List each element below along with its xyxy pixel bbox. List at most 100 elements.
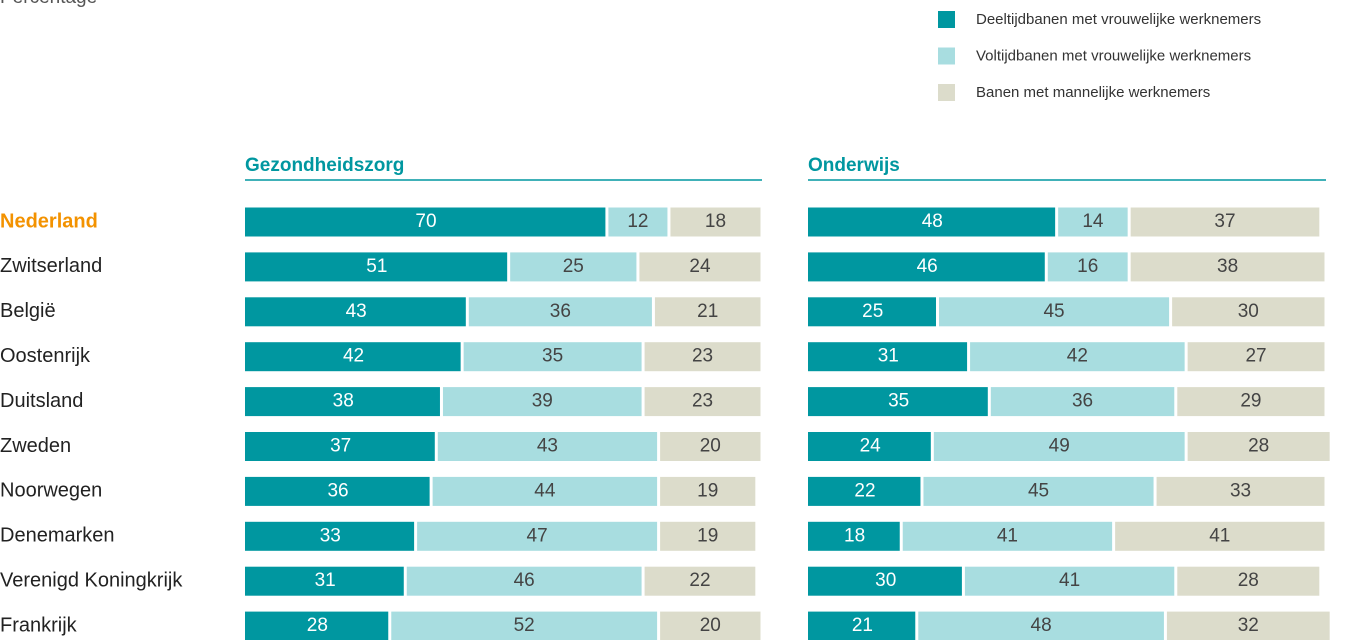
legend-swatch — [938, 84, 955, 101]
bar-segment — [1130, 252, 1325, 282]
value-label: 28 — [307, 615, 328, 636]
bar-segment — [417, 521, 658, 551]
bar-segment — [654, 297, 761, 327]
bar-segment — [1187, 432, 1330, 461]
bar-segment — [245, 252, 508, 282]
value-label: 42 — [1067, 346, 1088, 367]
value-label: 45 — [1043, 301, 1064, 322]
category-label: Noorwegen — [0, 480, 102, 502]
value-label: 43 — [537, 436, 558, 457]
value-label: 33 — [320, 525, 341, 546]
legend-swatch — [938, 11, 955, 28]
value-label: 28 — [1238, 570, 1259, 591]
value-label: 45 — [1028, 480, 1049, 501]
value-label: 41 — [1209, 525, 1230, 546]
value-label: 35 — [542, 346, 563, 367]
category-label: Denemarken — [0, 525, 115, 547]
bar-segment — [1156, 476, 1325, 506]
value-label: 29 — [1240, 391, 1261, 412]
bar-segment — [970, 342, 1185, 372]
value-label: 35 — [888, 391, 909, 412]
bar-segment — [1166, 611, 1330, 640]
value-label: 47 — [527, 525, 548, 546]
bar-segment — [808, 297, 936, 327]
bar-segment — [808, 566, 962, 596]
value-label: 23 — [692, 346, 713, 367]
bar-segment — [670, 207, 761, 237]
value-label: 46 — [514, 570, 535, 591]
bar-segment — [1177, 566, 1320, 596]
category-label: Zweden — [0, 435, 71, 457]
value-label: 19 — [697, 525, 718, 546]
bar-segment — [639, 252, 761, 282]
bar-segment — [1047, 252, 1128, 282]
value-label: 46 — [917, 256, 938, 277]
bar-segment — [660, 521, 756, 551]
bar-segment — [245, 207, 606, 237]
bar-segment — [1172, 297, 1325, 327]
bar-segment — [964, 566, 1175, 596]
value-label: 37 — [330, 436, 351, 457]
value-label: 24 — [860, 436, 882, 457]
value-label: 12 — [627, 211, 648, 232]
bar-segment — [644, 387, 761, 417]
legend-label: Deeltijdbanen met vrouwelijke werknemers — [976, 11, 1261, 28]
value-label: 36 — [1072, 391, 1093, 412]
bar-segment — [990, 387, 1175, 417]
chart-subtitle: Percentage — [0, 0, 97, 8]
category-label: Nederland — [0, 210, 98, 232]
bar-segment — [245, 566, 404, 596]
bar-segment — [808, 521, 900, 551]
value-label: 27 — [1245, 346, 1266, 367]
bar-segment — [245, 387, 440, 417]
value-label: 43 — [346, 301, 367, 322]
bar-segment — [463, 342, 642, 372]
value-label: 18 — [705, 211, 726, 232]
category-label: Oostenrijk — [0, 345, 91, 367]
legend-swatch — [938, 47, 955, 65]
bar-segment — [808, 252, 1045, 282]
bar-segment — [468, 297, 652, 327]
bar-segment — [808, 432, 931, 461]
panel-title: Gezondheidszorg — [245, 155, 404, 176]
value-label: 25 — [563, 256, 584, 277]
category-label: België — [0, 300, 56, 322]
bar-segment — [432, 476, 658, 506]
value-label: 48 — [922, 211, 943, 232]
value-label: 41 — [997, 525, 1018, 546]
value-label: 31 — [315, 570, 336, 591]
bar-segment — [608, 207, 668, 237]
value-label: 42 — [343, 346, 364, 367]
bar-segment — [660, 476, 756, 506]
value-label: 22 — [689, 570, 710, 591]
value-label: 48 — [1031, 615, 1052, 636]
bar-segment — [510, 252, 637, 282]
bar-segment — [918, 611, 1164, 640]
bar-segment — [644, 342, 761, 372]
value-label: 31 — [878, 346, 899, 367]
bar-segment — [391, 611, 658, 640]
category-label: Frankrijk — [0, 614, 78, 636]
bar-segment — [644, 566, 756, 596]
category-label: Duitsland — [0, 390, 83, 412]
value-label: 20 — [700, 615, 721, 636]
bar-segment — [406, 566, 642, 596]
bar-segment — [1130, 207, 1320, 237]
bar-segment — [808, 342, 968, 372]
value-label: 23 — [692, 391, 713, 412]
value-label: 25 — [862, 301, 883, 322]
value-label: 36 — [327, 480, 348, 501]
bar-segment — [245, 342, 461, 372]
panel-title: Onderwijs — [808, 155, 900, 176]
bar-segment — [808, 207, 1056, 237]
category-label: Zwitserland — [0, 255, 102, 277]
value-label: 44 — [534, 480, 556, 501]
category-label: Verenigd Koningkrijk — [0, 569, 183, 591]
value-label: 39 — [532, 391, 553, 412]
bar-segment — [660, 611, 761, 640]
bar-segment — [933, 432, 1185, 461]
bar-segment — [1187, 342, 1325, 372]
value-label: 33 — [1230, 480, 1251, 501]
value-label: 49 — [1049, 436, 1070, 457]
